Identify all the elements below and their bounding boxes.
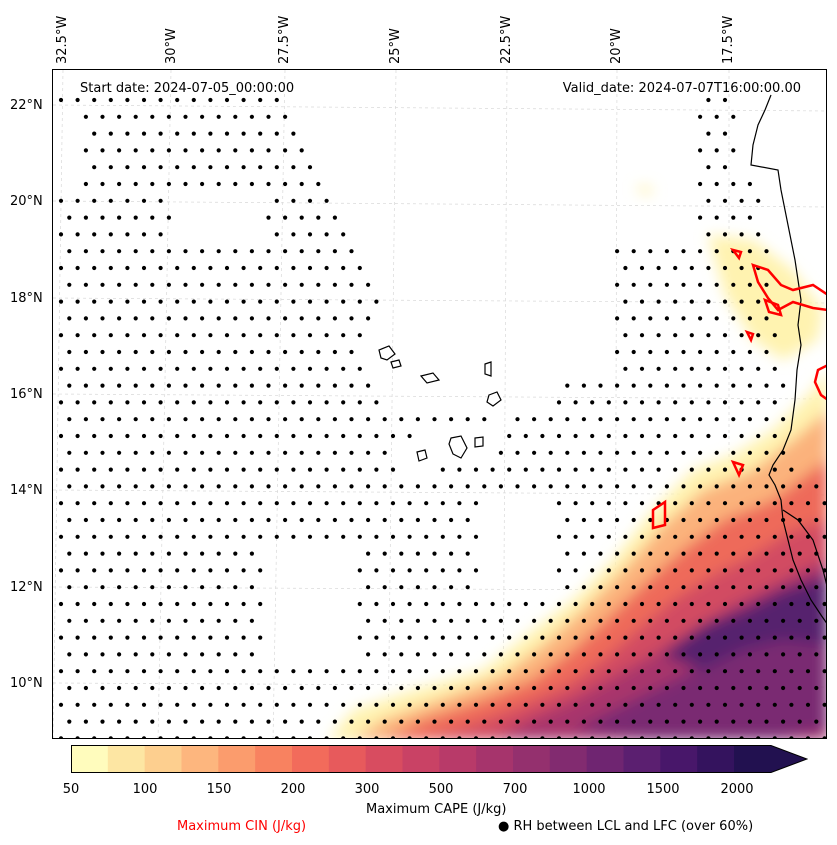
lat-label-14n: 14°N — [10, 483, 43, 498]
colorbar-tick-300: 300 — [354, 782, 380, 797]
colorbar-cell — [181, 745, 219, 773]
colorbar-tick-500: 500 — [428, 782, 454, 797]
colorbar-cell — [549, 745, 588, 773]
lon-label-20w: 20°W — [609, 28, 624, 64]
lon-label-30w: 30°W — [164, 28, 179, 64]
cape-colorbar — [71, 745, 808, 773]
lon-label-22-5w: 22.5°W — [499, 15, 514, 64]
lat-label-20n: 20°N — [10, 194, 43, 209]
colorbar-tick-2000: 2000 — [720, 782, 754, 797]
colorbar-cell — [144, 745, 183, 773]
colorbar-tick-50: 50 — [62, 782, 80, 797]
colorbar-cell — [586, 745, 625, 773]
colorbar-extend-arrow — [734, 745, 807, 773]
colorbar-cell — [255, 745, 293, 773]
colorbar-cell — [365, 745, 404, 773]
colorbar-cell — [328, 745, 367, 773]
colorbar-cell — [476, 745, 514, 773]
colorbar-cell — [107, 745, 146, 773]
lon-label-17-5w: 17.5°W — [721, 15, 736, 64]
colorbar-tick-150: 150 — [206, 782, 232, 797]
map-panel: Start date: 2024-07-05_00:00:00 Valid_da… — [52, 69, 827, 739]
colorbar-cell — [697, 745, 735, 773]
cin-legend-label: Maximum CIN (J/kg) — [177, 819, 307, 834]
map-canvas: Start date: 2024-07-05_00:00:00 Valid_da… — [53, 70, 826, 738]
colorbar-cell — [513, 745, 551, 773]
colorbar-tick-1500: 1500 — [646, 782, 680, 797]
lon-label-25w: 25°W — [388, 28, 403, 64]
cape-field — [329, 185, 826, 738]
start-date-label: Start date: 2024-07-05_00:00:00 — [80, 81, 294, 96]
lat-label-16n: 16°N — [10, 387, 43, 402]
colorbar-cell — [402, 745, 440, 773]
coastline — [750, 94, 826, 624]
lon-label-32-5w: 32.5°W — [55, 15, 70, 64]
colorbar-cell — [439, 745, 477, 773]
colorbar-cell — [292, 745, 330, 773]
cin-contours — [651, 247, 826, 530]
valid-date-label: Valid_date: 2024-07-07T16:00:00.00 — [563, 81, 801, 96]
cape-verde-islands — [378, 345, 502, 462]
colorbar-cell — [218, 745, 256, 773]
lat-label-18n: 18°N — [10, 291, 43, 306]
rh-stipple — [58, 97, 826, 738]
colorbar-tick-200: 200 — [280, 782, 306, 797]
lon-label-27-5w: 27.5°W — [277, 15, 292, 64]
colorbar-tick-100: 100 — [132, 782, 158, 797]
colorbar-tick-1000: 1000 — [572, 782, 606, 797]
lat-label-22n: 22°N — [10, 98, 43, 113]
colorbar-cell — [623, 745, 661, 773]
lat-label-12n: 12°N — [10, 580, 43, 595]
lat-label-10n: 10°N — [10, 676, 43, 691]
colorbar-cell — [660, 745, 698, 773]
rh-legend-label: ● RH between LCL and LFC (over 60%) — [498, 819, 754, 834]
colorbar-title: Maximum CAPE (J/kg) — [366, 802, 507, 817]
colorbar-cell — [71, 745, 109, 773]
colorbar-tick-700: 700 — [502, 782, 528, 797]
